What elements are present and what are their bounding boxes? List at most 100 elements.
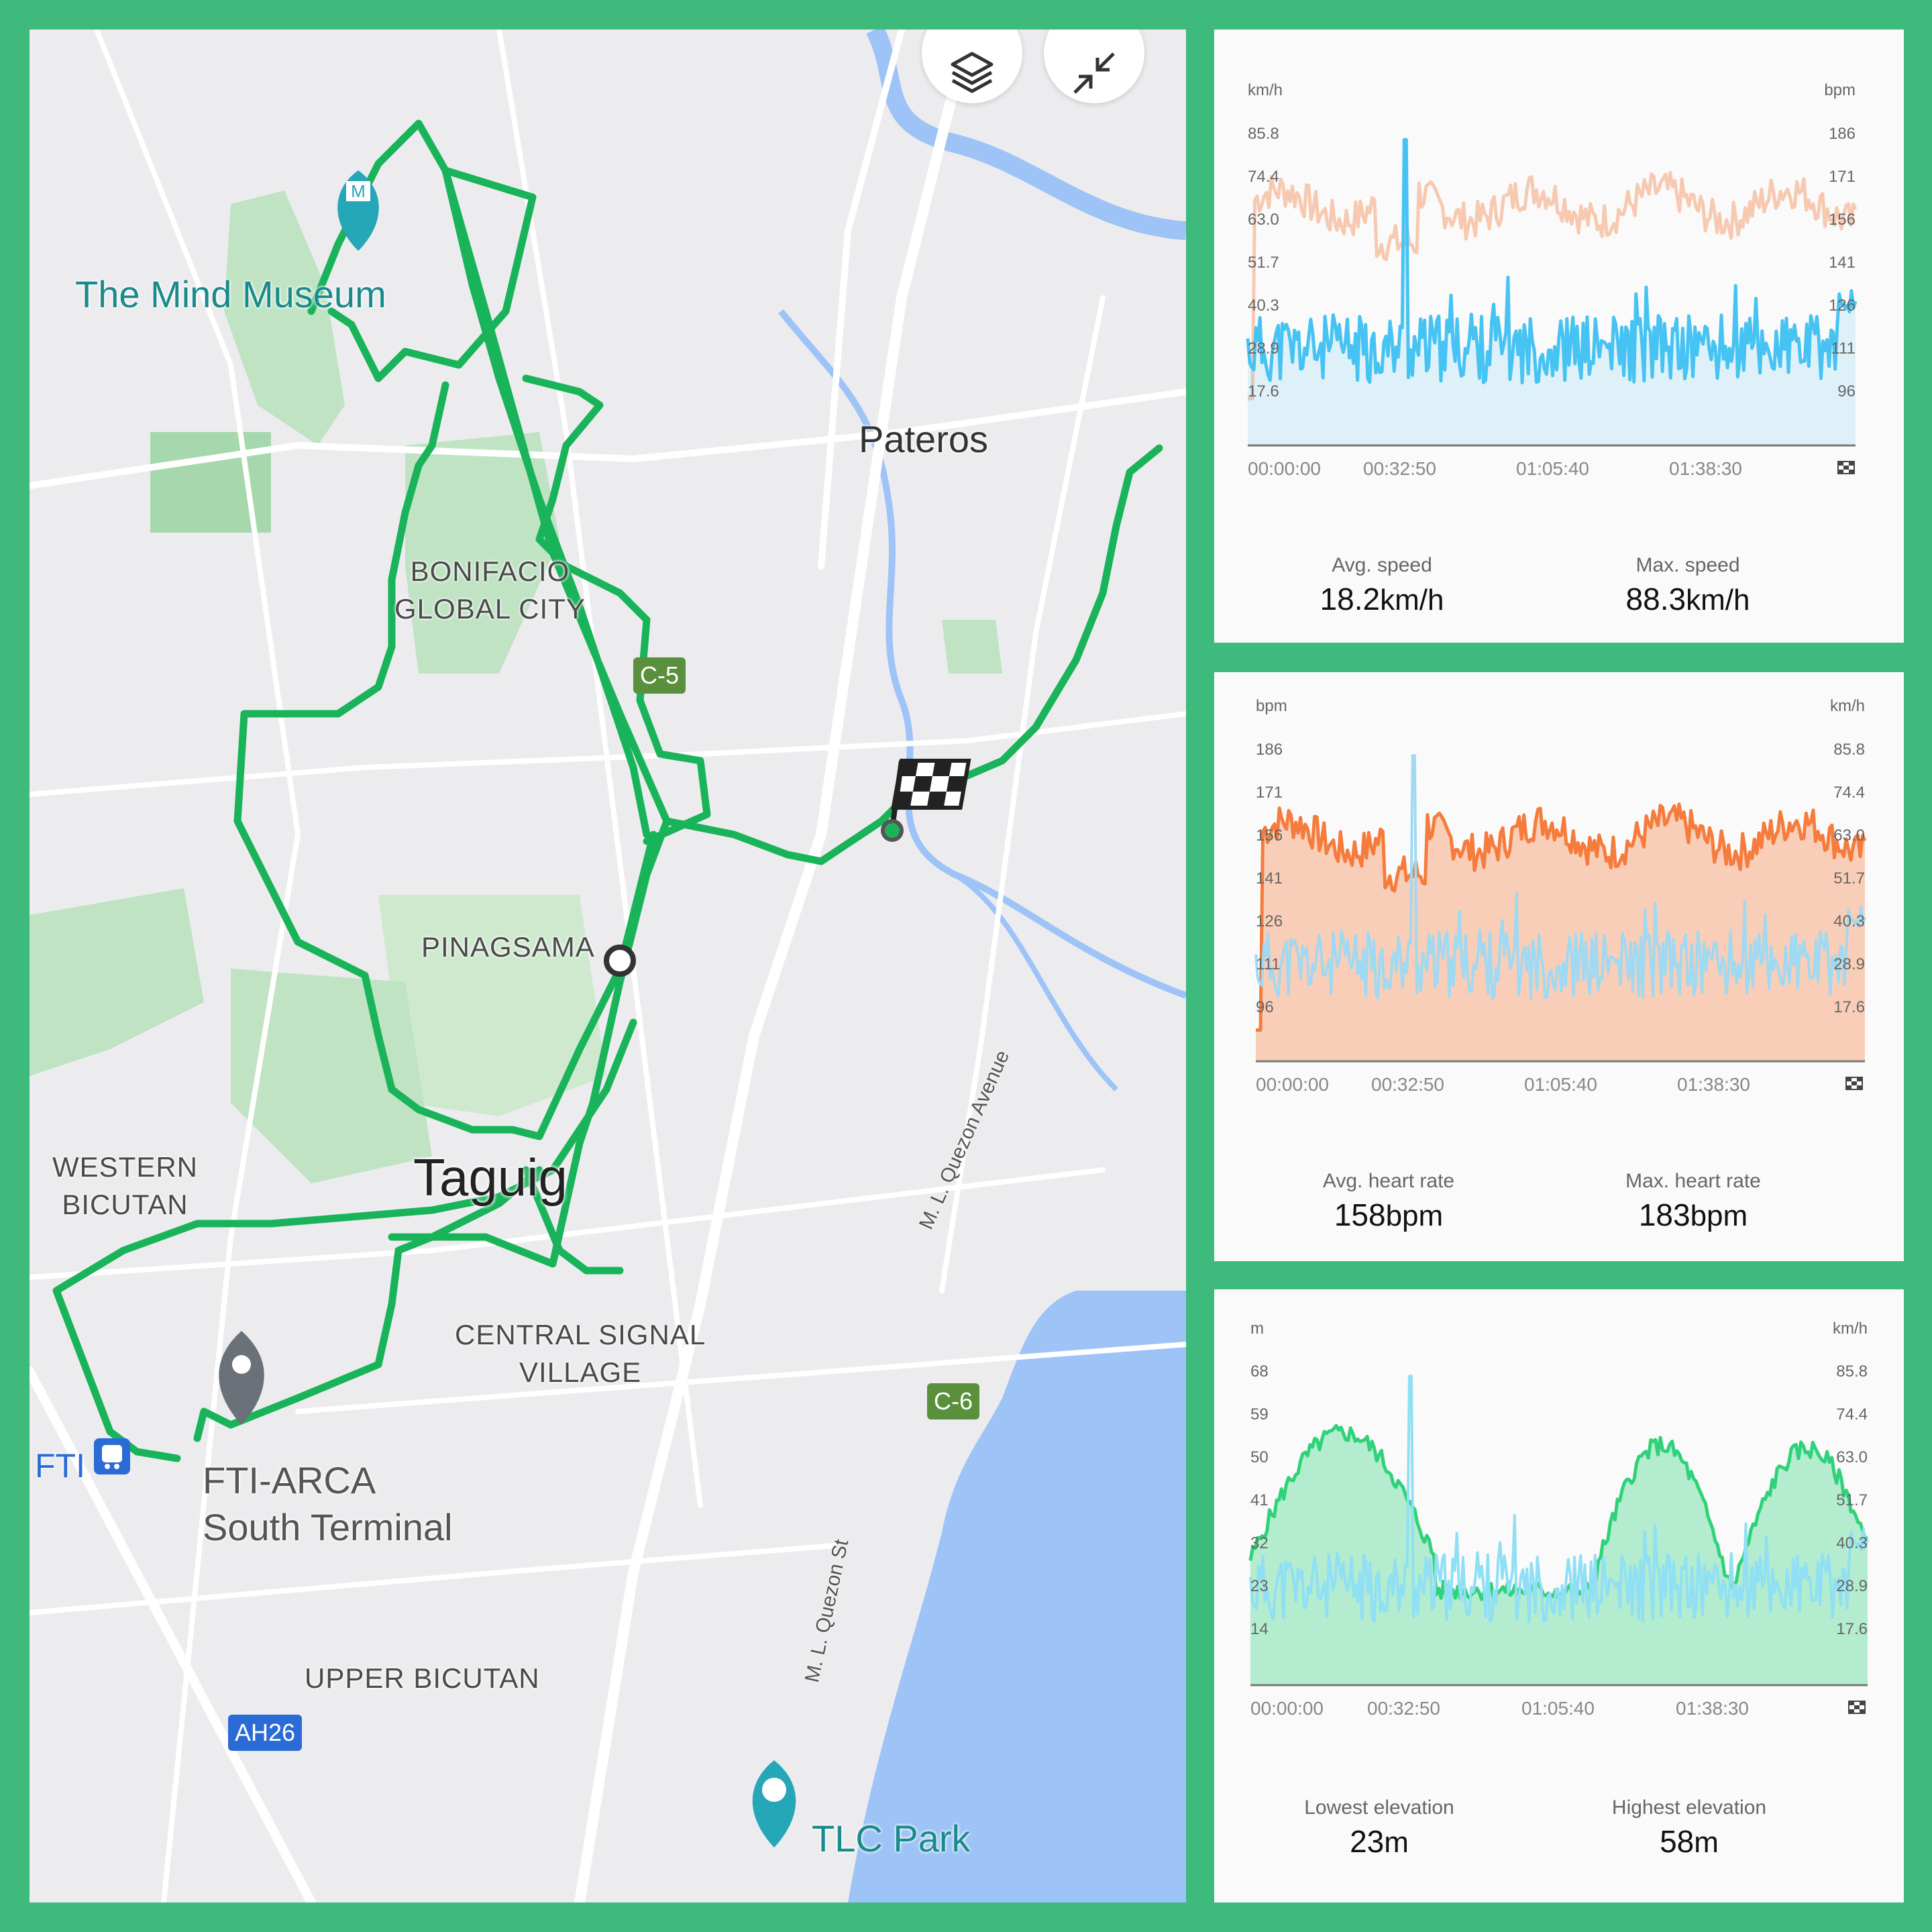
left-tick: 40.3 — [1248, 297, 1279, 315]
x-tick: 00:32:50 — [1371, 1074, 1444, 1095]
label-bgc-line2: GLOBAL CITY — [394, 593, 586, 625]
speed-chart[interactable]: km/h bpm 85.8 74.4 63.0 51.7 40.3 28.9 1… — [1214, 30, 1904, 643]
right-tick: 63.0 — [1836, 1448, 1868, 1466]
label-fti-arca-line2: South Terminal — [203, 1506, 453, 1548]
shield-ah26: AH26 — [228, 1715, 303, 1751]
lowest-elevation-label: Lowest elevation — [1304, 1796, 1454, 1819]
finish-flag-icon — [1845, 1077, 1863, 1090]
right-tick: 51.7 — [1833, 869, 1865, 888]
shield-c5: C-5 — [633, 657, 686, 694]
museum-pin-icon: M — [337, 170, 379, 251]
elevation-chart[interactable]: m km/h 68 59 50 41 32 23 14 85.8 74.4 63… — [1214, 1289, 1904, 1902]
x-tick: 01:38:30 — [1669, 458, 1742, 479]
highest-elevation-label: Highest elevation — [1611, 1796, 1767, 1819]
left-tick: 156 — [1256, 826, 1283, 845]
label-central-signal-line1: CENTRAL SIGNAL — [455, 1319, 706, 1350]
left-tick: 186 — [1256, 741, 1283, 759]
right-tick: 156 — [1829, 211, 1856, 229]
right-tick: 85.8 — [1833, 741, 1865, 759]
highest-elevation-value: 58 — [1660, 1824, 1695, 1859]
left-tick: 96 — [1256, 998, 1274, 1016]
label-fti-arca-line1: FTI-ARCA — [203, 1459, 376, 1501]
left-tick: 126 — [1256, 912, 1283, 930]
label-fti[interactable]: FTI — [35, 1447, 85, 1485]
route-map[interactable]: M The Mind Museum Pateros — [30, 30, 1186, 1902]
right-tick: 28.9 — [1833, 955, 1865, 973]
speed-trace-area — [1248, 140, 1856, 446]
left-tick: 63.0 — [1248, 211, 1279, 229]
left-tick: 111 — [1256, 955, 1280, 973]
lowest-elevation-unit: m — [1384, 1826, 1409, 1859]
max-heart-rate-unit: bpm — [1690, 1199, 1748, 1232]
label-central-signal: CENTRAL SIGNAL VILLAGE — [455, 1316, 706, 1391]
left-tick: 17.6 — [1248, 382, 1279, 400]
speed-trace-line — [1246, 138, 1858, 384]
label-tlc-park[interactable]: TLC Park — [812, 1817, 971, 1860]
max-speed-value: 88.3 — [1625, 582, 1686, 616]
left-tick: 32 — [1250, 1534, 1269, 1552]
right-tick: 74.4 — [1836, 1405, 1868, 1424]
left-tick: 74.4 — [1248, 168, 1279, 186]
location-pin-icon — [219, 1331, 264, 1425]
heart-rate-trace-area — [1256, 804, 1865, 1061]
left-tick: 141 — [1256, 869, 1283, 888]
shield-c6: C-6 — [927, 1383, 980, 1419]
right-tick: 74.4 — [1833, 784, 1865, 802]
max-heart-rate-value: 183 — [1638, 1197, 1690, 1232]
label-western-bicutan-line2: BICUTAN — [62, 1189, 189, 1220]
heart-rate-chart-panel: bpm km/h 186 171 156 141 126 111 96 85.8… — [1214, 672, 1904, 1261]
speed-trace-line — [1254, 754, 1866, 1000]
left-tick: 41 — [1250, 1491, 1269, 1509]
heart-rate-trace-line — [1248, 171, 1858, 400]
right-tick: 28.9 — [1836, 1577, 1868, 1595]
max-speed-unit: km/h — [1686, 584, 1750, 616]
label-fti-arca[interactable]: FTI-ARCA South Terminal — [203, 1457, 453, 1551]
route-start-marker — [604, 945, 636, 977]
avg-heart-rate-unit: bpm — [1385, 1199, 1444, 1232]
x-tick: 00:32:50 — [1367, 1698, 1440, 1719]
train-station-icon — [94, 1438, 130, 1474]
right-tick: 17.6 — [1833, 998, 1865, 1016]
left-tick: 68 — [1250, 1362, 1269, 1381]
heart-rate-chart[interactable]: bpm km/h 186 171 156 141 126 111 96 85.8… — [1214, 672, 1904, 1261]
elevation-chart-panel: m km/h 68 59 50 41 32 23 14 85.8 74.4 63… — [1214, 1289, 1904, 1902]
avg-speed-unit: km/h — [1380, 584, 1444, 616]
left-tick: 85.8 — [1248, 125, 1279, 143]
max-heart-rate-stat: Max. heart rate 183bpm — [1546, 1170, 1841, 1233]
label-taguig: Taguig — [413, 1148, 568, 1207]
left-tick: 50 — [1250, 1448, 1269, 1466]
label-western-bicutan: WESTERN BICUTAN — [52, 1148, 198, 1224]
right-tick: 40.3 — [1836, 1534, 1868, 1552]
avg-heart-rate-value: 158 — [1334, 1197, 1386, 1232]
right-unit-label: km/h — [1833, 1320, 1868, 1338]
x-tick: 00:32:50 — [1363, 458, 1436, 479]
svg-text:M: M — [351, 181, 366, 201]
right-tick: 96 — [1837, 382, 1856, 400]
label-bgc-line1: BONIFACIO — [410, 555, 570, 587]
x-tick: 01:05:40 — [1524, 1074, 1597, 1095]
right-tick: 51.7 — [1836, 1491, 1868, 1509]
left-unit-label: bpm — [1256, 697, 1287, 715]
x-tick: 01:38:30 — [1676, 1698, 1749, 1719]
left-unit-label: m — [1250, 1320, 1264, 1338]
avg-heart-rate-label: Avg. heart rate — [1322, 1170, 1455, 1192]
heart-rate-trace-line — [1256, 802, 1867, 1032]
right-tick: 111 — [1831, 339, 1856, 358]
highest-elevation-stat: Highest elevation 58m — [1542, 1796, 1837, 1860]
left-tick: 14 — [1250, 1620, 1269, 1638]
left-tick: 23 — [1250, 1577, 1269, 1595]
label-western-bicutan-line1: WESTERN — [52, 1151, 198, 1183]
x-tick: 00:00:00 — [1248, 458, 1321, 479]
right-tick: 126 — [1829, 297, 1856, 315]
right-unit-label: km/h — [1830, 697, 1865, 715]
left-tick: 51.7 — [1248, 254, 1279, 272]
x-tick: 01:05:40 — [1516, 458, 1589, 479]
elevation-trace-area — [1250, 1426, 1868, 1685]
label-mind-museum[interactable]: The Mind Museum — [75, 273, 386, 315]
label-bgc: BONIFACIO GLOBAL CITY — [394, 553, 586, 628]
x-tick: 00:00:00 — [1256, 1074, 1329, 1095]
label-upper-bicutan: UPPER BICUTAN — [305, 1662, 540, 1694]
highest-elevation-unit: m — [1694, 1826, 1719, 1859]
finish-flag-icon — [1837, 461, 1855, 474]
max-heart-rate-label: Max. heart rate — [1625, 1170, 1761, 1192]
